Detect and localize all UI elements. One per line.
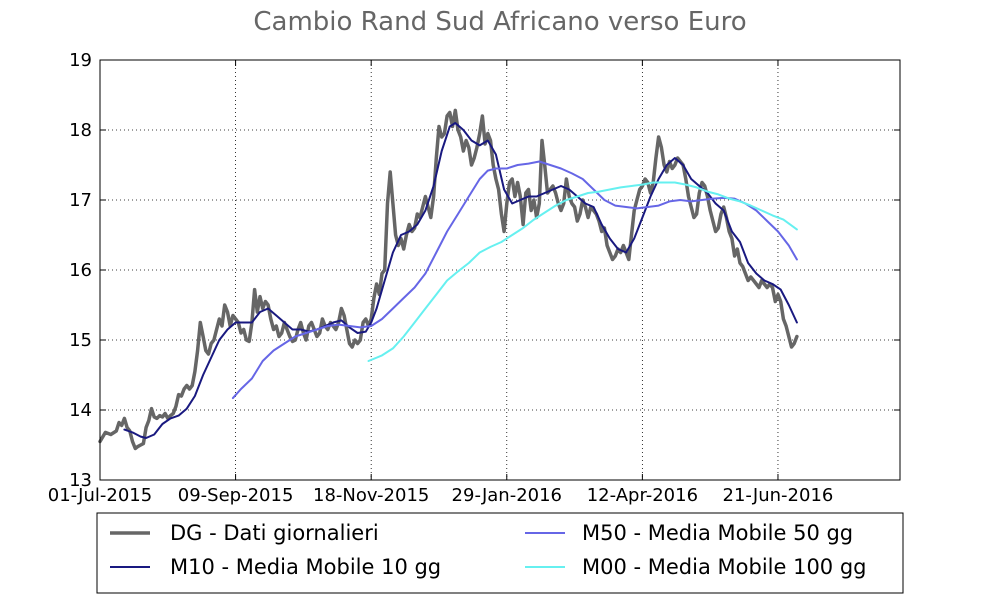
y-tick-label-16: 16 <box>69 260 92 281</box>
x-tick-label-4: 12-Apr-2016 <box>587 485 698 506</box>
series-line-m100 <box>367 181 798 362</box>
y-tick-label-19: 19 <box>69 50 92 71</box>
y-tick-label-17: 17 <box>69 190 92 211</box>
y-tick-label-13: 13 <box>69 470 92 491</box>
legend: DG - Dati giornalieri M10 - Media Mobile … <box>96 512 904 594</box>
y-tick-label-18: 18 <box>69 120 92 141</box>
legend-label-dg: DG - Dati giornalieri <box>170 521 379 545</box>
legend-box <box>96 512 904 594</box>
legend-label-m100: M00 - Media Mobile 100 gg <box>582 555 867 579</box>
x-tick-label-1: 09-Sep-2015 <box>178 485 294 506</box>
x-tick-label-3: 29-Jan-2016 <box>452 485 562 506</box>
series-layer <box>98 108 799 451</box>
x-tick-label-0: 01-Jul-2015 <box>48 485 152 506</box>
legend-label-m50: M50 - Media Mobile 50 gg <box>582 521 853 545</box>
x-tick-label-5: 21-Jun-2016 <box>723 485 834 506</box>
x-tick-label-2: 18-Nov-2015 <box>313 485 429 506</box>
y-tick-label-14: 14 <box>69 400 92 421</box>
chart-title: Cambio Rand Sud Africano verso Euro <box>253 7 746 37</box>
legend-label-m10: M10 - Media Mobile 10 gg <box>170 555 441 579</box>
series-line-m50 <box>231 160 798 400</box>
ticks: 13 14 15 16 17 18 19 01-Jul-2015 09-Sep-2015 18-N… <box>48 50 900 506</box>
series-line-m10 <box>123 122 798 439</box>
y-tick-label-15: 15 <box>69 330 92 351</box>
